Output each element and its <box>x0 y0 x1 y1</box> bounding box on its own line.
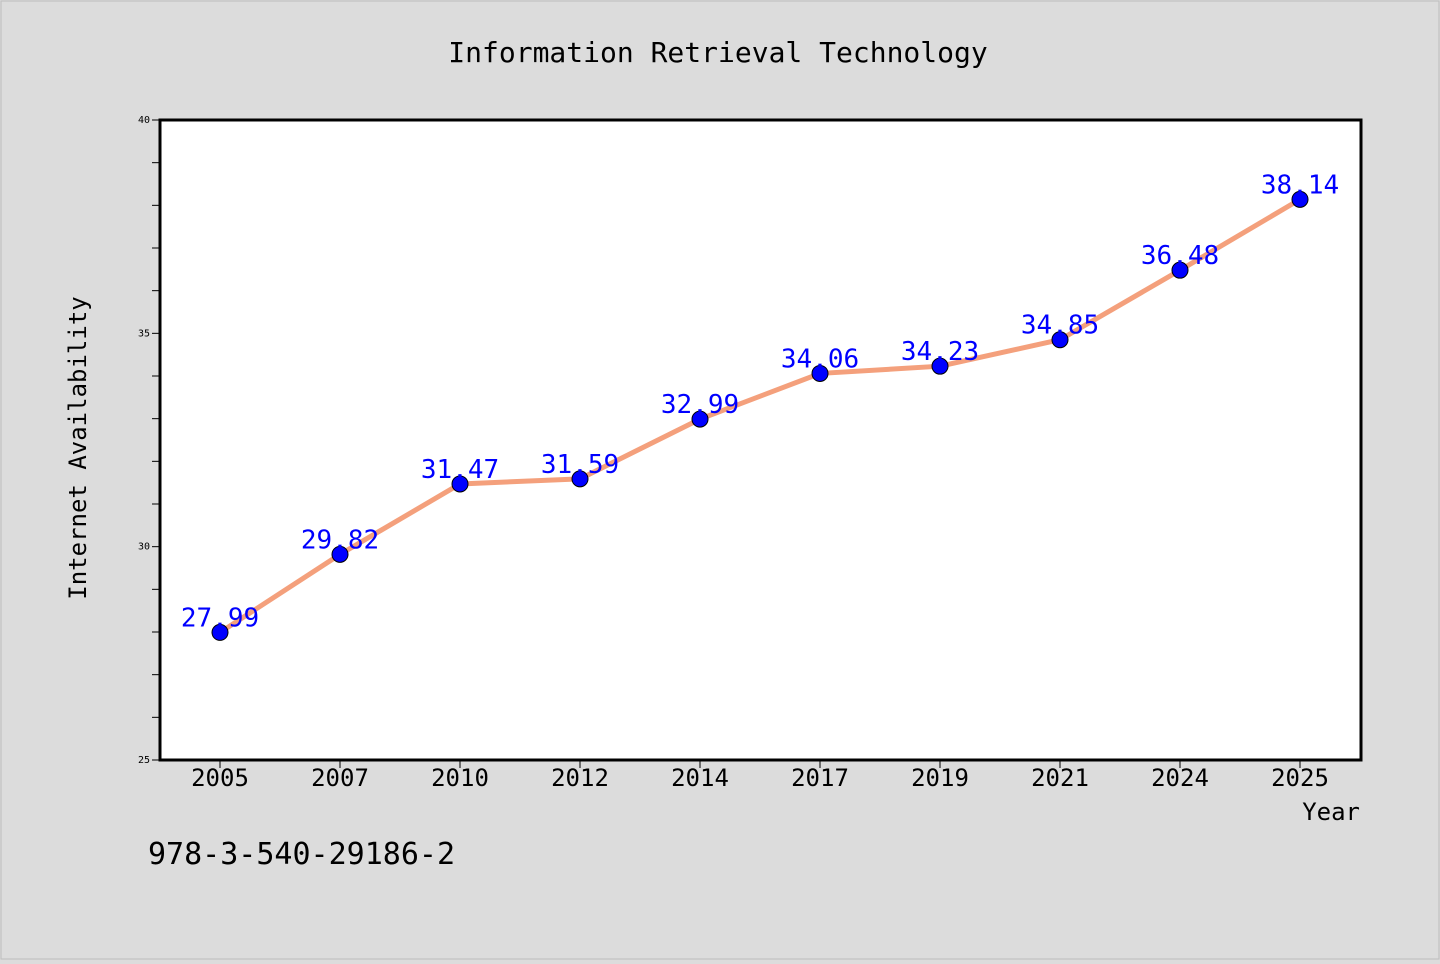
data-point <box>211 623 229 641</box>
data-point <box>931 357 949 375</box>
isbn-label: 978-3-540-29186-2 <box>148 837 455 872</box>
x-tick-label: 2014 <box>671 764 729 792</box>
x-tick-label: 2012 <box>551 764 609 792</box>
y-tick-label: 25 <box>138 755 150 766</box>
data-label: 38.14 <box>1261 170 1339 200</box>
data-point <box>811 364 829 382</box>
data-label: 32.99 <box>661 390 739 420</box>
data-label: 27.99 <box>181 603 259 633</box>
y-axis: 25 30 35 40 <box>138 115 160 766</box>
data-label: 34.85 <box>1021 311 1099 341</box>
x-tick-label: 2024 <box>1151 764 1209 792</box>
data-point <box>691 410 709 428</box>
data-label: 31.59 <box>541 450 619 480</box>
data-point <box>1051 331 1069 349</box>
x-axis: 2005 2007 2010 2012 2014 2017 2019 2021 2024 2025 <box>191 760 1329 792</box>
x-tick-label: 2005 <box>191 764 249 792</box>
series: 27.99 29.82 31.47 31.59 32.99 34.06 34.23 34.85… <box>181 170 1339 641</box>
data-label: 36.48 <box>1141 241 1219 271</box>
chart-title: Information Retrieval Technology <box>448 36 987 69</box>
y-axis-label: Internet Availability <box>64 296 92 599</box>
data-label: 31.47 <box>421 455 499 485</box>
data-label: 29.82 <box>301 525 379 555</box>
x-axis-label: Year <box>1302 798 1360 826</box>
x-tick-label: 2021 <box>1031 764 1089 792</box>
data-point <box>1291 190 1309 208</box>
x-tick-label: 2019 <box>911 764 969 792</box>
data-label: 34.23 <box>901 337 979 367</box>
plot-area <box>158 118 1363 762</box>
y-tick-label: 35 <box>138 328 150 339</box>
x-tick-label: 2017 <box>791 764 849 792</box>
data-point <box>451 475 469 493</box>
data-point <box>1171 261 1189 279</box>
x-tick-label: 2010 <box>431 764 489 792</box>
data-label: 34.06 <box>781 344 859 374</box>
y-tick-label: 30 <box>138 542 150 553</box>
data-point <box>571 470 589 488</box>
x-tick-label: 2025 <box>1271 764 1329 792</box>
data-point <box>331 545 349 563</box>
y-tick-label: 40 <box>138 115 150 126</box>
series-line <box>217 196 1303 635</box>
x-tick-label: 2007 <box>311 764 369 792</box>
